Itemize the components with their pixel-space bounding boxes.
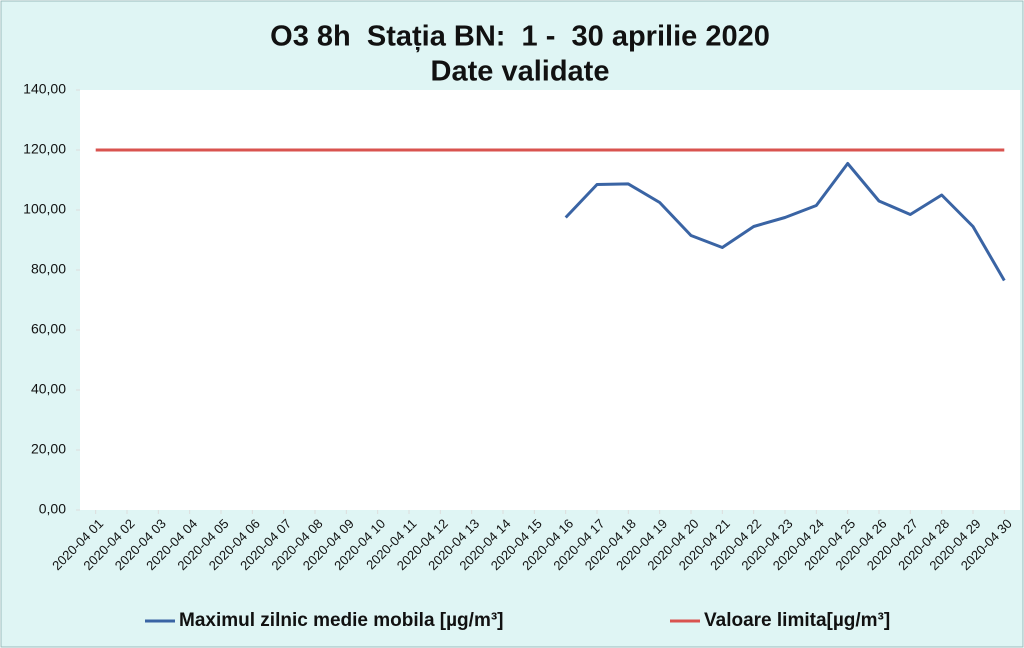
chart-title: O3 8h Stația BN: 1 - 30 aprilie 2020 — [270, 21, 770, 53]
legend-label: Valoare limita[µg/m³] — [704, 610, 890, 631]
legend-label: Maximul zilnic medie mobila [µg/m³] — [179, 610, 504, 631]
y-tick-label: 40,00 — [31, 381, 66, 397]
y-tick-label: 140,00 — [23, 81, 66, 97]
y-tick-label: 120,00 — [23, 141, 66, 157]
y-tick-label: 20,00 — [31, 441, 66, 457]
chart-subtitle: Date validate — [431, 56, 610, 88]
plot-area — [80, 90, 1020, 510]
series-line — [564, 162, 1006, 282]
y-tick-label: 100,00 — [23, 201, 66, 217]
y-tick-label: 60,00 — [31, 321, 66, 337]
y-tick-label: 80,00 — [31, 261, 66, 277]
y-tick-label: 0,00 — [39, 501, 66, 517]
